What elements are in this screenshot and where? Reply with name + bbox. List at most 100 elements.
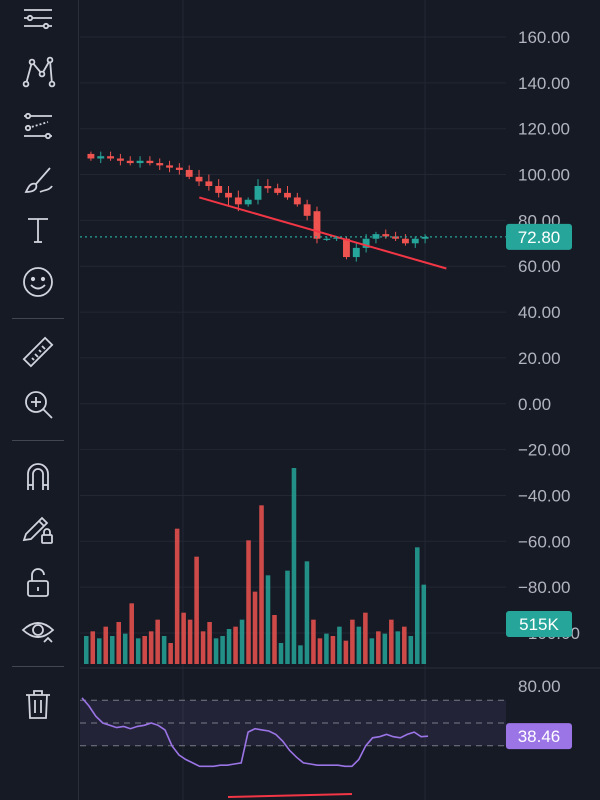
candle-body [352, 247, 360, 258]
candle-body [136, 160, 144, 164]
pencil-lock-icon [22, 516, 53, 544]
zoom-in-icon [25, 391, 53, 419]
volume-bar [350, 619, 355, 664]
smiley-icon [23, 267, 53, 297]
volume-bar [421, 584, 427, 664]
chart-grid [80, 0, 506, 800]
zoom-in-tool[interactable] [14, 382, 62, 426]
price-axis-label: 100.00 [518, 166, 570, 185]
volume-bar [129, 603, 134, 664]
volume-bar [395, 631, 401, 664]
price-pane [80, 151, 506, 270]
price-axis-label: 40.00 [518, 303, 561, 322]
ruler-icon [22, 336, 54, 368]
candle-body [126, 160, 134, 164]
volume-bar [246, 540, 251, 664]
lock-tool[interactable] [14, 560, 62, 604]
pattern-icon [22, 56, 56, 88]
volume-bar [122, 633, 128, 664]
volume-bar [116, 622, 121, 664]
pattern-tool[interactable] [14, 50, 62, 94]
rsi-axis-label: 80.00 [518, 677, 561, 696]
volume-bar [155, 619, 160, 664]
price-axis-label: 160.00 [518, 28, 570, 47]
magnet-icon [27, 463, 49, 490]
rsi-line [81, 697, 429, 768]
candle-body [264, 186, 272, 189]
volume-bar [96, 638, 102, 664]
volume-bar [389, 619, 394, 664]
volume-bar [285, 570, 290, 664]
forecast-icon [24, 112, 52, 140]
candle-body [146, 160, 154, 164]
price-axis-label: 20.00 [518, 349, 561, 368]
volume-bar [298, 645, 303, 664]
forecasting-tool[interactable] [14, 104, 62, 148]
magnet-tool[interactable] [14, 454, 62, 498]
price-axis[interactable]: 160.00 140.00 120.00 100.00 80.00 60.00 40.00 2… [518, 28, 580, 696]
emoji-tool[interactable] [14, 260, 62, 304]
volume-bar [207, 622, 212, 664]
volume-bar [259, 505, 264, 664]
volume-bar [330, 636, 336, 664]
candle-body [116, 158, 124, 161]
candle-body [205, 181, 213, 186]
candle-body [401, 238, 409, 244]
volume-bar [324, 633, 329, 664]
volume-bar [356, 626, 362, 664]
volume-bar [278, 643, 284, 664]
volume-badge: 515K [519, 615, 559, 634]
price-axis-label: −20.00 [518, 441, 570, 460]
volume-bar [148, 631, 154, 664]
price-axis-label: 60.00 [518, 257, 561, 276]
hide-drawings-tool[interactable] [14, 608, 62, 652]
volume-bar [317, 638, 323, 664]
text-tool[interactable] [14, 208, 62, 252]
lines-icon [24, 9, 52, 30]
last-price-badge: 72.80 [518, 228, 561, 247]
rsi-trend-line [227, 793, 353, 798]
volume-bar [226, 629, 232, 664]
volume-bar [415, 547, 420, 664]
delete-tool[interactable] [14, 682, 62, 726]
volume-bar [187, 619, 193, 664]
candle-body [97, 156, 105, 159]
toolbar-separator [12, 440, 64, 441]
candle-body [392, 236, 400, 239]
volume-bar [369, 638, 375, 664]
volume-bar [376, 631, 381, 664]
trash-icon [26, 690, 50, 719]
candle-body [244, 199, 252, 205]
volume-bar [291, 468, 297, 664]
ruler-tool[interactable] [14, 330, 62, 374]
candle-body [225, 192, 232, 198]
volume-bar [174, 528, 180, 664]
trend-lines-tool[interactable] [14, 0, 62, 44]
price-badges: 72.80 515K 38.46 [506, 223, 572, 750]
price-axis-label: 120.00 [518, 120, 570, 139]
drawing-toolbar [0, 0, 79, 800]
brush-icon [24, 167, 53, 193]
price-axis-label: 0.00 [518, 395, 551, 414]
unlock-icon [27, 568, 49, 597]
volume-bar [220, 636, 225, 664]
candle-body [156, 163, 164, 166]
candle-body [254, 186, 262, 200]
volume-bar [84, 636, 89, 664]
lock-drawings-tool[interactable] [14, 506, 62, 550]
candle-body [185, 169, 193, 177]
volume-bar [239, 619, 245, 664]
volume-bar [337, 626, 342, 664]
volume-bar [252, 591, 258, 664]
volume-bar [265, 575, 271, 664]
price-axis-label: 140.00 [518, 74, 570, 93]
volume-bar [213, 638, 219, 664]
candle-body [284, 192, 291, 198]
eye-icon [21, 622, 55, 643]
volume-bar [343, 640, 349, 664]
volume-bar [168, 643, 173, 664]
price-axis-label: −60.00 [518, 532, 570, 551]
toolbar-separator [12, 666, 64, 667]
brush-tool[interactable] [14, 158, 62, 202]
